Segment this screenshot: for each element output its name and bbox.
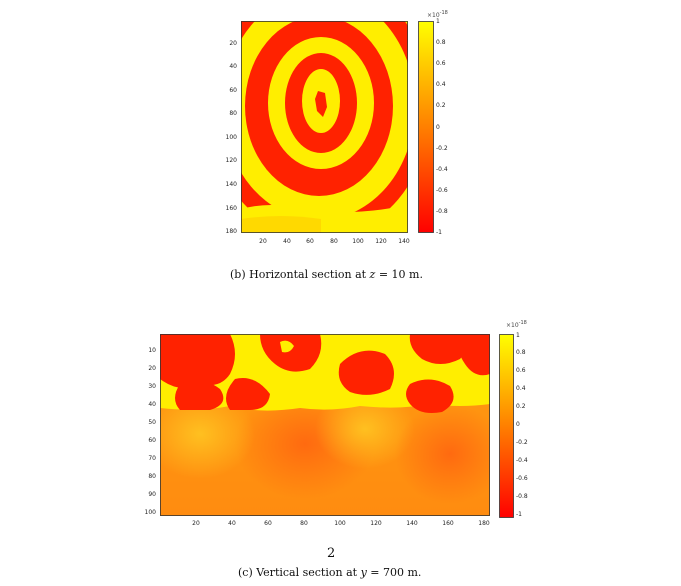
y-tick-label: 50 (148, 419, 156, 426)
x-tick-label: 140 (406, 520, 418, 527)
x-tick-label: 120 (375, 238, 387, 245)
y-tick-label: 120 (225, 157, 237, 164)
colorbar-tick-label: 0.2 (516, 403, 526, 410)
colorbar-exponent: ×10-18 (506, 320, 527, 329)
x-tick-label: 180 (478, 520, 490, 527)
colorbar-tick-label: -0.4 (516, 457, 528, 464)
colorbar-tick-label: 0.4 (436, 81, 446, 88)
colorbar-tick-label: -0.2 (436, 145, 448, 152)
y-tick-label: 30 (148, 383, 156, 390)
figure-caption: (b) Horizontal section at z = 10 m. (230, 268, 423, 281)
y-tick-label: 80 (229, 110, 237, 117)
y-tick-label: 140 (225, 181, 237, 188)
colorbar-exponent: ×10-18 (427, 10, 448, 19)
y-tick-label: 20 (148, 365, 156, 372)
y-tick-label: 10 (148, 347, 156, 354)
colorbar-tick-label: -0.4 (436, 166, 448, 173)
x-tick-label: 40 (283, 238, 291, 245)
colorbar-tick-label: 0.8 (516, 349, 526, 356)
colorbar-tick-label: -0.2 (516, 439, 528, 446)
x-tick-label: 80 (300, 520, 308, 527)
colorbar-tick-label: -0.6 (516, 475, 528, 482)
colorbar-tick-label: -1 (436, 229, 442, 236)
colorbar (418, 21, 434, 233)
x-tick-label: 120 (370, 520, 382, 527)
colorbar-tick-label: 0.4 (516, 385, 526, 392)
colorbar-tick-label: -1 (516, 511, 522, 518)
colorbar-tick-label: -0.6 (436, 187, 448, 194)
colorbar-tick-label: 0.8 (436, 39, 446, 46)
heatmap-vertical-section (160, 334, 490, 516)
colorbar-tick-label: 0.6 (436, 60, 446, 67)
colorbar (499, 334, 514, 518)
y-tick-label: 60 (229, 87, 237, 94)
y-tick-label: 180 (225, 228, 237, 235)
colorbar-tick-label: 0 (436, 124, 440, 131)
heatmap-horizontal-section (241, 21, 408, 233)
colorbar-tick-label: 0.6 (516, 367, 526, 374)
y-tick-label: 100 (225, 134, 237, 141)
y-tick-label: 80 (148, 473, 156, 480)
colorbar-tick-label: 0.2 (436, 102, 446, 109)
colorbar-tick-label: -0.8 (436, 208, 448, 215)
y-tick-label: 60 (148, 437, 156, 444)
colorbar-tick-label: 0 (516, 421, 520, 428)
x-tick-label: 20 (192, 520, 200, 527)
y-tick-label: 160 (225, 205, 237, 212)
figure-caption: (c) Vertical section at y = 700 m. (238, 566, 422, 579)
y-tick-label: 70 (148, 455, 156, 462)
colorbar-tick-label: 1 (516, 332, 520, 339)
y-tick-label: 40 (229, 63, 237, 70)
x-tick-label: 60 (306, 238, 314, 245)
y-tick-label: 40 (148, 401, 156, 408)
x-tick-label: 140 (398, 238, 410, 245)
colorbar-tick-label: -0.8 (516, 493, 528, 500)
x-tick-label: 20 (259, 238, 267, 245)
colorbar-tick-label: 1 (436, 18, 440, 25)
y-tick-label: 20 (229, 40, 237, 47)
x-tick-label: 100 (352, 238, 364, 245)
y-tick-label: 90 (148, 491, 156, 498)
x-tick-label: 80 (330, 238, 338, 245)
y-tick-label: 100 (144, 509, 156, 516)
x-tick-label: 100 (334, 520, 346, 527)
x-tick-label: 40 (228, 520, 236, 527)
x-tick-label: 60 (264, 520, 272, 527)
page-number: 2 (327, 546, 336, 561)
x-tick-label: 160 (442, 520, 454, 527)
